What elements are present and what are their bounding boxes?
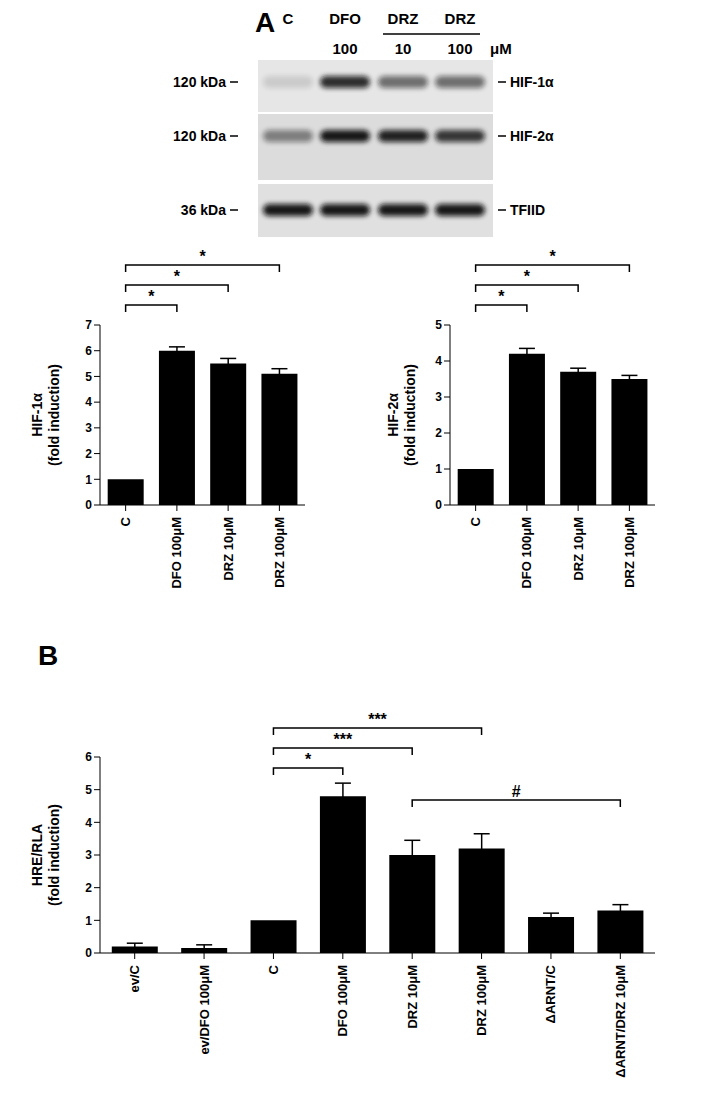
svg-text:DRZ: DRZ bbox=[388, 10, 419, 27]
svg-text:*: * bbox=[524, 268, 531, 285]
svg-text:4: 4 bbox=[85, 395, 92, 409]
svg-text:DRZ 10μM: DRZ 10μM bbox=[221, 517, 236, 581]
svg-text:HIF-2α: HIF-2α bbox=[385, 393, 401, 437]
svg-text:*: * bbox=[174, 268, 181, 285]
svg-text:5: 5 bbox=[435, 318, 442, 332]
svg-text:*: * bbox=[498, 288, 505, 305]
svg-text:DFO 100μM: DFO 100μM bbox=[335, 965, 350, 1037]
svg-text:ΔARNT/C: ΔARNT/C bbox=[543, 964, 558, 1023]
svg-text:36 kDa: 36 kDa bbox=[181, 202, 226, 218]
svg-text:4: 4 bbox=[435, 354, 442, 368]
svg-text:DRZ 100μM: DRZ 100μM bbox=[474, 965, 489, 1036]
svg-text:DRZ 100μM: DRZ 100μM bbox=[622, 517, 637, 588]
svg-text:μM: μM bbox=[490, 40, 512, 57]
svg-text:HIF-1α: HIF-1α bbox=[29, 393, 45, 437]
svg-text:0: 0 bbox=[85, 946, 92, 960]
svg-text:***: *** bbox=[333, 731, 352, 748]
svg-text:(fold induction): (fold induction) bbox=[402, 364, 418, 466]
svg-text:0: 0 bbox=[85, 498, 92, 512]
svg-text:#: # bbox=[512, 783, 521, 800]
svg-text:5: 5 bbox=[85, 783, 92, 797]
svg-text:TFIID: TFIID bbox=[510, 202, 545, 218]
svg-text:DFO 100μM: DFO 100μM bbox=[169, 517, 184, 589]
svg-text:C: C bbox=[118, 516, 133, 526]
svg-text:0: 0 bbox=[435, 498, 442, 512]
svg-text:DFO: DFO bbox=[329, 10, 361, 27]
svg-text:1: 1 bbox=[85, 914, 92, 928]
svg-text:C: C bbox=[468, 516, 483, 526]
svg-text:2: 2 bbox=[85, 447, 92, 461]
svg-text:3: 3 bbox=[85, 848, 92, 862]
svg-text:ev/C: ev/C bbox=[127, 964, 142, 992]
svg-text:DRZ: DRZ bbox=[445, 10, 476, 27]
svg-text:*: * bbox=[199, 248, 206, 265]
svg-text:1: 1 bbox=[85, 473, 92, 487]
svg-text:DRZ 10μM: DRZ 10μM bbox=[405, 965, 420, 1029]
svg-text:3: 3 bbox=[85, 421, 92, 435]
svg-text:DFO 100μM: DFO 100μM bbox=[519, 517, 534, 589]
svg-text:7: 7 bbox=[85, 318, 92, 332]
svg-text:*: * bbox=[305, 751, 312, 768]
svg-text:120 kDa: 120 kDa bbox=[173, 128, 226, 144]
svg-text:120 kDa: 120 kDa bbox=[173, 74, 226, 90]
svg-text:HRE/RLA: HRE/RLA bbox=[29, 824, 45, 886]
svg-text:(fold induction): (fold induction) bbox=[46, 804, 62, 906]
svg-text:4: 4 bbox=[85, 816, 92, 830]
svg-text:6: 6 bbox=[85, 750, 92, 764]
svg-text:2: 2 bbox=[85, 881, 92, 895]
svg-text:100: 100 bbox=[447, 40, 472, 57]
svg-text:***: *** bbox=[368, 711, 387, 728]
svg-text:DRZ 10μM: DRZ 10μM bbox=[571, 517, 586, 581]
svg-text:(fold induction): (fold induction) bbox=[46, 364, 62, 466]
svg-text:A: A bbox=[255, 7, 275, 38]
svg-text:100: 100 bbox=[332, 40, 357, 57]
svg-text:*: * bbox=[148, 288, 155, 305]
svg-text:10: 10 bbox=[395, 40, 412, 57]
svg-text:C: C bbox=[266, 964, 281, 974]
svg-text:HIF-1α: HIF-1α bbox=[510, 74, 554, 90]
svg-text:ev/DFO 100μM: ev/DFO 100μM bbox=[197, 965, 212, 1055]
svg-text:HIF-2α: HIF-2α bbox=[510, 128, 554, 144]
svg-text:6: 6 bbox=[85, 344, 92, 358]
svg-text:DRZ 100μM: DRZ 100μM bbox=[272, 517, 287, 588]
svg-text:B: B bbox=[38, 640, 58, 671]
svg-text:1: 1 bbox=[435, 462, 442, 476]
svg-text:C: C bbox=[283, 10, 294, 27]
svg-text:2: 2 bbox=[435, 426, 442, 440]
svg-text:5: 5 bbox=[85, 370, 92, 384]
svg-text:ΔARNT/DRZ 10μM: ΔARNT/DRZ 10μM bbox=[613, 965, 628, 1078]
svg-text:3: 3 bbox=[435, 390, 442, 404]
svg-text:*: * bbox=[549, 248, 556, 265]
